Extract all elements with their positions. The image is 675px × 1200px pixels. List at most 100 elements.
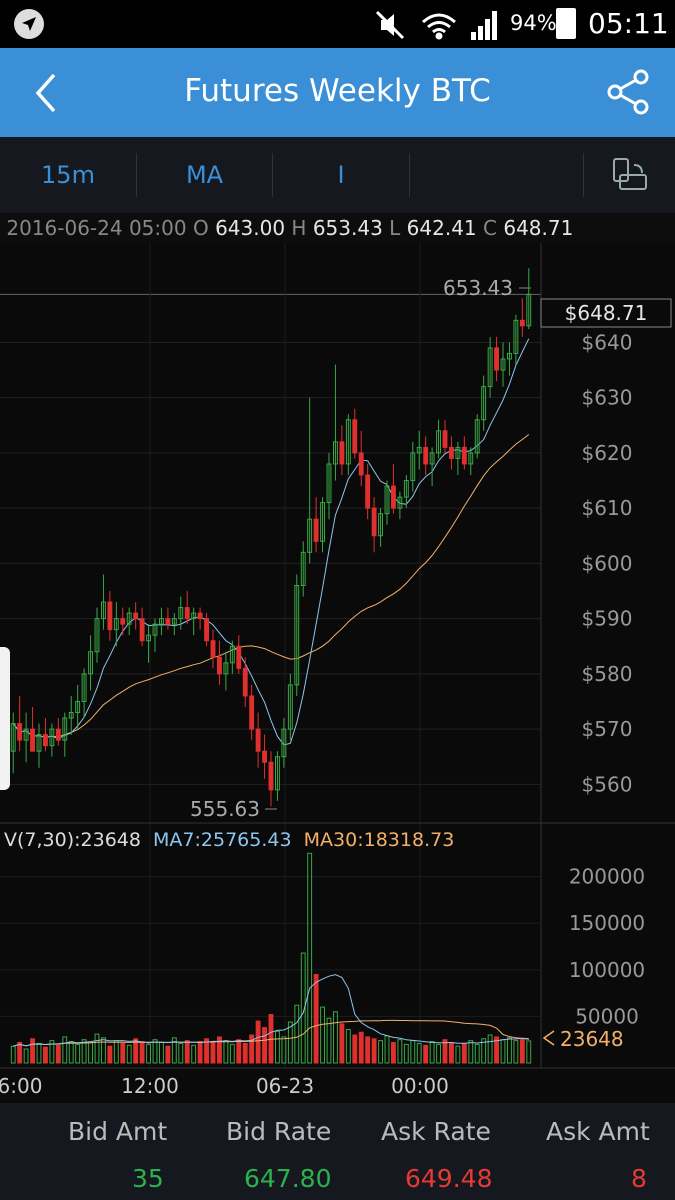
orderbook: Bid Amt Bid Rate Ask Rate Ask Amt 35 647… <box>0 1103 675 1200</box>
candle-body <box>62 717 68 741</box>
sub-indicator-tab[interactable]: I <box>337 161 345 189</box>
candle-body <box>481 386 487 421</box>
toolbar-divider <box>583 153 584 197</box>
indicator-tab[interactable]: MA <box>185 161 224 189</box>
candle-body <box>455 446 461 459</box>
signal-icons <box>375 10 497 40</box>
volume-axis: 200000 150000 100000 50000 <box>569 865 645 1029</box>
toolbar-divider <box>272 153 273 197</box>
low-label: L <box>389 216 401 240</box>
ma30-line <box>12 434 530 738</box>
status-bar: 94% 05:11 <box>0 0 675 48</box>
ask-rate-header: Ask Rate <box>381 1117 491 1146</box>
volume-bar <box>255 1020 261 1064</box>
volume-label: V(7,30):23648 MA7:25765.43 MA30:18318.73 <box>4 829 454 851</box>
candle-body <box>307 518 313 553</box>
candle-body <box>519 319 525 327</box>
open-value: 643.00 <box>215 216 286 240</box>
candle-body <box>339 441 345 465</box>
candle-body <box>55 728 61 741</box>
candle-body <box>171 618 177 625</box>
price-tick-label: $620 <box>582 441 633 465</box>
candle-body <box>507 352 512 360</box>
volume-bar <box>236 1039 242 1064</box>
candle-body <box>165 618 171 625</box>
volume-bar <box>17 1042 23 1064</box>
share-icon[interactable] <box>603 68 655 116</box>
price-tick-label: $580 <box>582 662 633 686</box>
back-arrow-icon[interactable] <box>30 70 70 116</box>
volume-ma-group <box>13 974 529 1047</box>
candle-body <box>204 618 209 642</box>
volume-bar <box>249 1034 255 1064</box>
candle-body <box>358 452 364 476</box>
volume-bar <box>62 1036 68 1064</box>
volume-bar <box>423 1044 429 1064</box>
candle-body <box>487 347 493 388</box>
volume-bar <box>75 1043 81 1064</box>
candle-body <box>255 728 261 752</box>
ma7-value: 25765.43 <box>201 829 292 851</box>
candle-body <box>500 358 506 371</box>
volume-bar <box>358 1031 364 1064</box>
candle-body <box>275 756 280 791</box>
ask-amt-header: Ask Amt <box>546 1117 650 1146</box>
volume-tick-label: 100000 <box>569 958 645 982</box>
volume-bar <box>378 1040 383 1064</box>
volume-bar <box>429 1041 435 1064</box>
candle-body <box>229 645 235 664</box>
wifi-icon <box>422 13 456 40</box>
candle-body <box>468 452 474 465</box>
battery-icon <box>556 8 576 39</box>
volume-tick-label: 50000 <box>575 1004 639 1028</box>
candle-body <box>333 441 338 465</box>
price-tick-label: $590 <box>582 607 633 631</box>
price-tick-label: $610 <box>582 496 633 520</box>
volume-bar <box>146 1043 151 1064</box>
volume-bar <box>43 1046 48 1064</box>
candle-body <box>461 446 467 465</box>
volume-bar <box>339 1023 345 1064</box>
candle-body <box>113 618 119 631</box>
volume-bar <box>120 1042 126 1064</box>
candle-body <box>49 728 55 747</box>
volume-bar <box>513 1040 519 1064</box>
candle-body <box>365 474 371 509</box>
rotate-screen-icon[interactable] <box>610 157 650 193</box>
low-value: 642.41 <box>406 216 477 240</box>
candle-body <box>236 645 242 669</box>
candle-body <box>133 612 139 620</box>
current-price-label: $648.71 <box>565 301 648 325</box>
volume-tick-label: 200000 <box>569 865 645 889</box>
candle-body <box>391 485 396 509</box>
volume-bar <box>197 1041 203 1064</box>
volume-bar <box>126 1044 132 1064</box>
current-volume-label: 23648 <box>560 1027 624 1051</box>
volume-bar <box>184 1040 190 1064</box>
candle-body <box>474 419 480 454</box>
toolbar-divider <box>409 153 410 197</box>
volume-bar <box>107 1045 113 1064</box>
min-price-label: 555.63 <box>190 797 260 821</box>
volume-bar <box>365 1036 371 1064</box>
candle-body <box>75 700 81 714</box>
bid-rate-value: 647.80 <box>244 1164 332 1193</box>
high-value: 653.43 <box>312 216 383 240</box>
volume-bar <box>313 973 319 1064</box>
price-tick-label: $600 <box>582 551 633 575</box>
volume-bar <box>23 1048 29 1064</box>
candle-body <box>423 446 429 465</box>
time-tick-label: 06-23 <box>256 1074 314 1098</box>
candle-body <box>139 618 145 642</box>
candle-body <box>416 446 422 454</box>
side-drawer-handle[interactable] <box>0 647 10 790</box>
candle-body <box>449 446 454 459</box>
volume-bar <box>30 1038 35 1064</box>
interval-tab[interactable]: 15m <box>41 161 95 189</box>
price-chart[interactable]: $640 $630 $620 $610 $600 $590 $580 $570 $560 200… <box>0 243 675 1103</box>
candle-body <box>287 684 293 730</box>
candle-body <box>23 728 29 741</box>
volume-bar <box>275 1030 280 1064</box>
price-tick-label: $560 <box>582 772 633 796</box>
current-price-box <box>540 298 672 328</box>
